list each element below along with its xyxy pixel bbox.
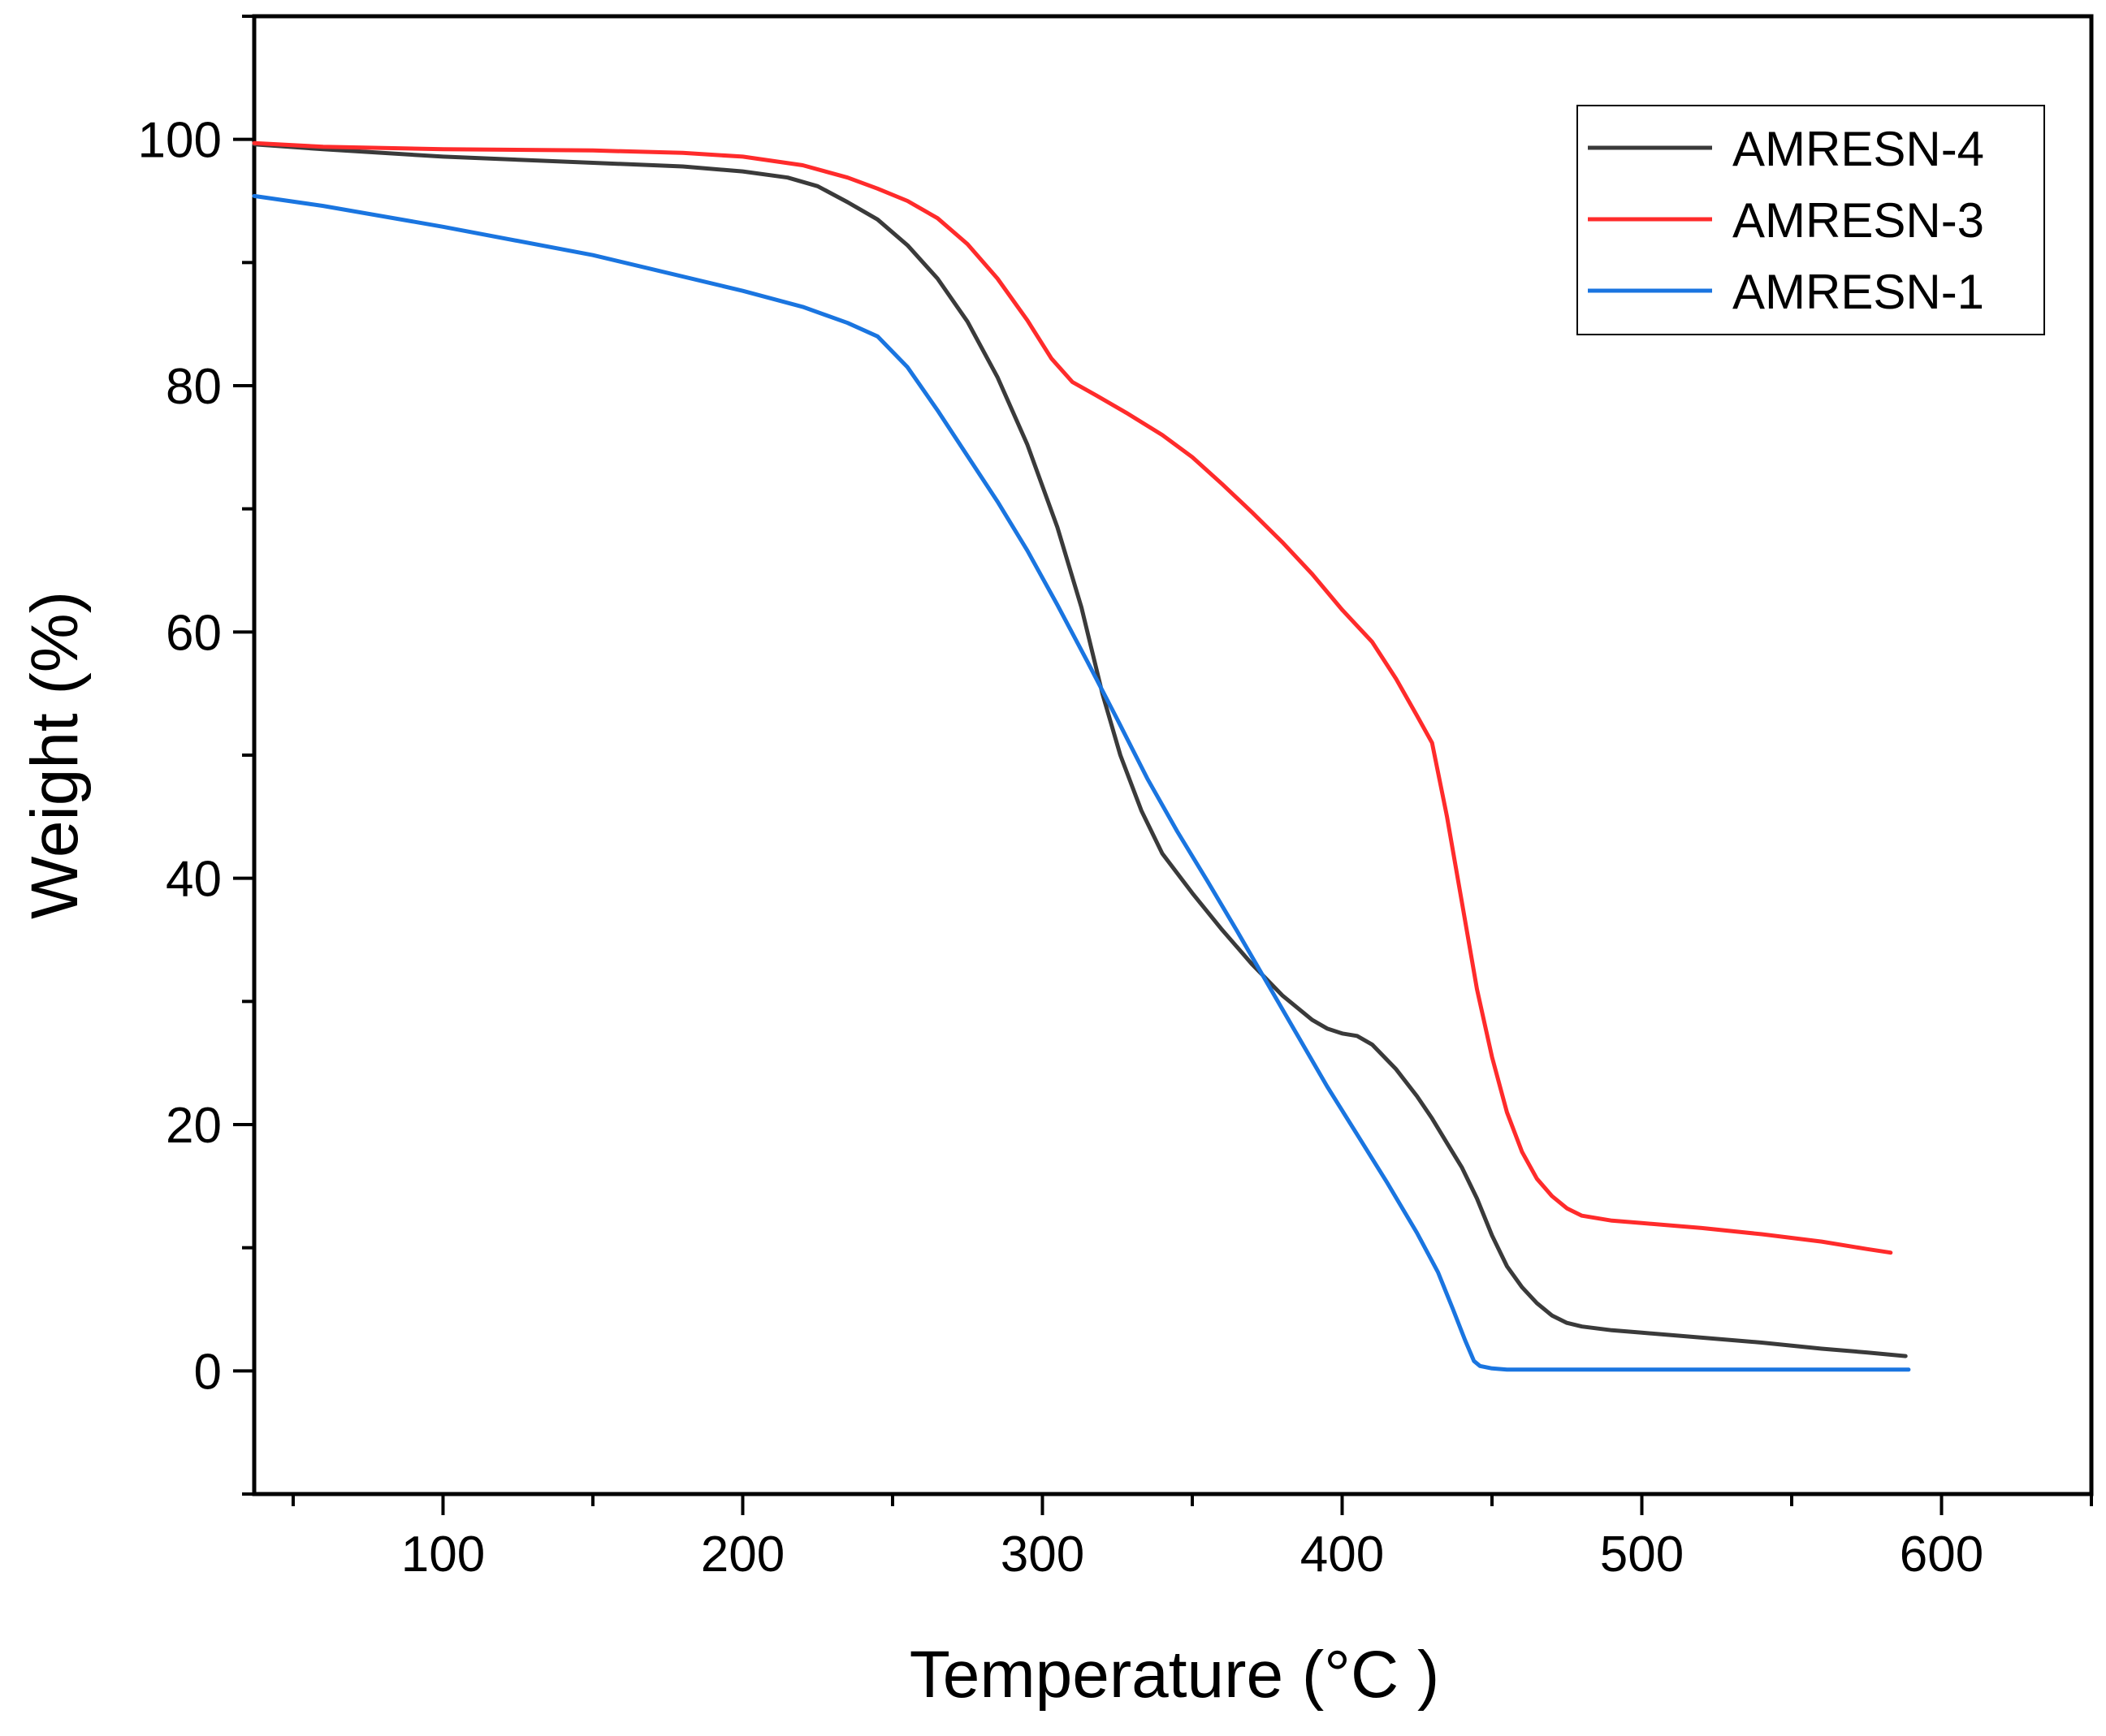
legend-label-amresn-1: AMRESN-1 — [1732, 265, 1984, 319]
x-tick-label: 300 — [1001, 1527, 1084, 1583]
legend: AMRESN-4 AMRESN-3 AMRESN-1 — [1576, 105, 2045, 335]
series-line-amresn-4 — [252, 142, 1908, 1358]
y-tick-label: 100 — [138, 113, 222, 169]
series-line-amresn-3 — [252, 140, 1893, 1255]
y-axis-ticks: 0 20 40 60 80 100 — [138, 15, 254, 1496]
x-axis-title: Temperature (°C ) — [910, 1638, 1440, 1712]
y-tick-label: 0 — [194, 1344, 222, 1400]
series-line-amresn-1 — [252, 193, 1911, 1372]
x-tick-label: 500 — [1600, 1527, 1684, 1583]
x-tick-label: 200 — [701, 1527, 785, 1583]
y-tick-label: 80 — [166, 359, 222, 415]
y-axis-title: Weight (%) — [18, 591, 92, 919]
x-tick-label: 400 — [1300, 1527, 1384, 1583]
x-tick-label: 600 — [1900, 1527, 1983, 1583]
legend-label-amresn-4: AMRESN-4 — [1732, 122, 1984, 176]
y-tick-label: 40 — [166, 852, 222, 908]
x-tick-label: 100 — [401, 1527, 485, 1583]
y-tick-label: 60 — [166, 605, 222, 661]
legend-label-amresn-3: AMRESN-3 — [1732, 193, 1984, 248]
y-tick-label: 20 — [166, 1098, 222, 1154]
x-axis-ticks: 100 200 300 400 500 600 — [291, 1494, 2093, 1583]
series-lines — [252, 140, 1911, 1372]
